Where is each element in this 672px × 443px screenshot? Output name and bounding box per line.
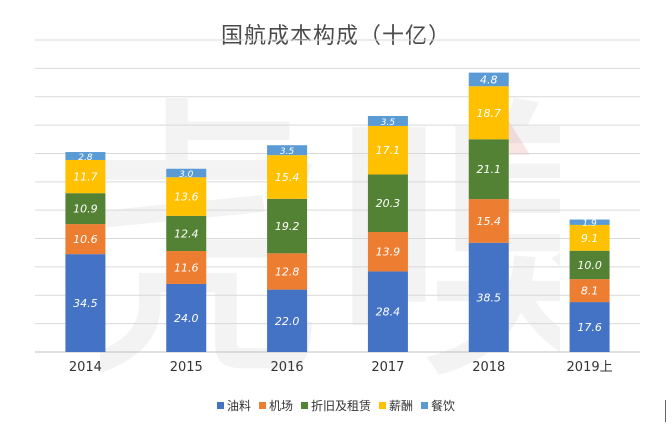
- bar-segment: [267, 198, 308, 254]
- bar-segment: [367, 174, 408, 233]
- legend-label: 机场: [268, 399, 293, 413]
- bar-segment: [367, 125, 408, 175]
- data-label: 3.5: [381, 118, 396, 128]
- data-label: 13.9: [376, 246, 401, 259]
- legend: 油料 机场 折旧及租赁 薪酬 餐饮: [0, 397, 672, 414]
- data-label: 38.5: [477, 291, 502, 304]
- x-tick-label: 2017: [371, 360, 404, 375]
- data-label: 4.8: [480, 73, 498, 86]
- legend-swatch: [379, 402, 386, 409]
- bar-segment: [65, 159, 106, 194]
- bar-segment: [569, 302, 610, 352]
- data-label: 1.9: [582, 219, 597, 229]
- bar-segment: [65, 152, 106, 160]
- data-label: 2.8: [78, 153, 93, 163]
- data-label: 15.4: [275, 171, 300, 184]
- bar-segment: [468, 199, 509, 243]
- bar-segment: [166, 215, 207, 252]
- legend-swatch: [300, 402, 308, 409]
- bar-segment: [569, 279, 610, 303]
- legend-item: 折旧及租赁: [300, 397, 371, 414]
- legend-item: 油料: [216, 397, 251, 414]
- legend-swatch: [216, 402, 224, 409]
- data-label: 12.4: [174, 227, 199, 240]
- bar-segment: [468, 86, 509, 140]
- bar-segment: [267, 289, 308, 352]
- bar-segment: [367, 116, 408, 126]
- data-label: 11.6: [174, 261, 199, 274]
- chart-title: 国航成本构成（十亿）: [220, 24, 451, 49]
- legend-label: 折旧及租赁: [310, 399, 371, 413]
- data-label: 19.2: [275, 220, 300, 233]
- data-label: 28.4: [376, 306, 401, 319]
- data-label: 15.4: [477, 215, 502, 228]
- frame-edge-mark: [665, 400, 666, 422]
- data-label: 18.7: [477, 107, 502, 120]
- x-tick-label: 2016: [271, 360, 304, 375]
- bar-segment: [166, 283, 207, 352]
- data-label: 17.6: [577, 321, 602, 334]
- legend-item: 机场: [258, 397, 293, 414]
- data-label: 3.5: [280, 147, 295, 157]
- bar-segment: [569, 219, 610, 225]
- data-label: 10.9: [73, 203, 98, 216]
- bar-segment: [468, 72, 509, 87]
- data-label: 10.0: [577, 259, 602, 272]
- x-tick-label: 2015: [170, 360, 203, 375]
- data-label: 10.6: [73, 233, 98, 246]
- x-tick-label: 2014: [69, 360, 102, 375]
- data-label: 20.3: [376, 197, 401, 210]
- legend-item: 餐饮: [421, 397, 455, 414]
- bar-segment: [367, 271, 408, 352]
- data-label: 24.0: [174, 312, 199, 325]
- bar-segment: [65, 193, 106, 225]
- legend-swatch: [421, 402, 429, 409]
- data-label: 12.8: [275, 265, 300, 278]
- data-label: 3.0: [179, 170, 194, 180]
- legend-item: 薪酬: [379, 397, 413, 414]
- bar-segment: [166, 251, 207, 284]
- bar-segment: [367, 232, 408, 272]
- data-label: 34.5: [73, 297, 98, 310]
- legend-label: 油料: [226, 399, 251, 413]
- data-label: 8.1: [581, 285, 599, 298]
- x-tick-label: 2019上: [567, 360, 613, 375]
- bar-segment: [267, 155, 308, 199]
- legend-label: 薪酬: [389, 399, 414, 413]
- bar-segment: [65, 254, 106, 352]
- data-label: 17.1: [376, 144, 401, 157]
- legend-swatch: [258, 402, 266, 409]
- data-label: 13.6: [174, 191, 199, 204]
- data-label: 22.0: [275, 315, 300, 328]
- data-label: 21.1: [477, 163, 502, 176]
- bar-segment: [569, 224, 610, 251]
- data-label: 11.7: [73, 171, 98, 184]
- bar-segment: [65, 224, 106, 255]
- bar-segment: [468, 242, 509, 352]
- legend-label: 餐饮: [431, 399, 456, 413]
- bar-segment: [468, 139, 509, 200]
- bar-segment: [267, 253, 308, 290]
- bar-segment: [166, 177, 207, 216]
- bar-segment: [569, 250, 610, 280]
- bar-segment: [166, 168, 207, 178]
- data-label: 9.1: [581, 232, 599, 245]
- bar-segment: [267, 145, 308, 156]
- x-tick-label: 2018: [472, 360, 505, 375]
